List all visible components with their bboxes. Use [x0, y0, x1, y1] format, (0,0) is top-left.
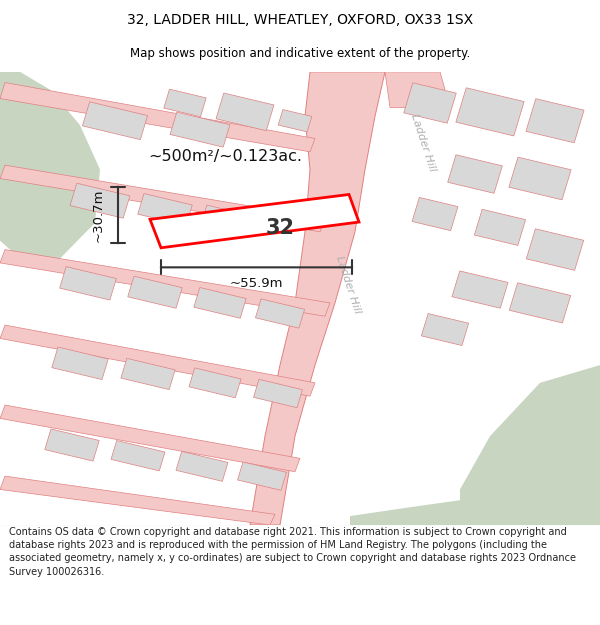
- Polygon shape: [509, 283, 571, 323]
- Text: ~30.7m: ~30.7m: [91, 188, 104, 242]
- Polygon shape: [194, 288, 246, 318]
- Polygon shape: [278, 109, 312, 132]
- Text: Ladder Hill: Ladder Hill: [409, 113, 437, 173]
- Polygon shape: [170, 112, 230, 147]
- Polygon shape: [385, 72, 445, 107]
- Polygon shape: [82, 102, 148, 139]
- Polygon shape: [250, 72, 385, 525]
- Polygon shape: [150, 194, 359, 248]
- Polygon shape: [128, 276, 182, 308]
- Text: Ladder Hill: Ladder Hill: [334, 255, 362, 315]
- Text: 32: 32: [265, 218, 294, 238]
- Polygon shape: [201, 205, 255, 237]
- Polygon shape: [526, 229, 584, 271]
- Text: Contains OS data © Crown copyright and database right 2021. This information is : Contains OS data © Crown copyright and d…: [9, 527, 576, 576]
- Polygon shape: [70, 183, 130, 218]
- Polygon shape: [460, 365, 600, 525]
- Polygon shape: [0, 165, 325, 232]
- Polygon shape: [0, 405, 300, 472]
- Polygon shape: [45, 429, 99, 461]
- Polygon shape: [121, 358, 175, 389]
- Polygon shape: [475, 209, 526, 246]
- Polygon shape: [0, 325, 315, 396]
- Text: Map shows position and indicative extent of the property.: Map shows position and indicative extent…: [130, 48, 470, 61]
- Polygon shape: [164, 89, 206, 117]
- Polygon shape: [216, 93, 274, 131]
- Polygon shape: [52, 347, 108, 379]
- Polygon shape: [404, 82, 456, 123]
- Polygon shape: [59, 267, 116, 300]
- Polygon shape: [456, 88, 524, 136]
- Polygon shape: [0, 476, 275, 525]
- Polygon shape: [0, 249, 330, 316]
- Polygon shape: [254, 379, 302, 408]
- Polygon shape: [176, 451, 228, 481]
- Polygon shape: [0, 72, 100, 268]
- Polygon shape: [189, 368, 241, 398]
- Text: ~55.9m: ~55.9m: [230, 277, 283, 290]
- Polygon shape: [138, 194, 192, 226]
- Text: ~500m²/~0.123ac.: ~500m²/~0.123ac.: [148, 149, 302, 164]
- Polygon shape: [421, 314, 469, 346]
- Polygon shape: [448, 155, 502, 193]
- Polygon shape: [0, 82, 315, 152]
- Polygon shape: [509, 157, 571, 200]
- Polygon shape: [256, 299, 305, 328]
- Polygon shape: [526, 99, 584, 142]
- Polygon shape: [111, 441, 165, 471]
- Polygon shape: [238, 462, 286, 491]
- Polygon shape: [452, 271, 508, 308]
- Text: 32, LADDER HILL, WHEATLEY, OXFORD, OX33 1SX: 32, LADDER HILL, WHEATLEY, OXFORD, OX33 …: [127, 13, 473, 27]
- Polygon shape: [0, 72, 40, 143]
- Polygon shape: [350, 481, 600, 525]
- Polygon shape: [412, 198, 458, 231]
